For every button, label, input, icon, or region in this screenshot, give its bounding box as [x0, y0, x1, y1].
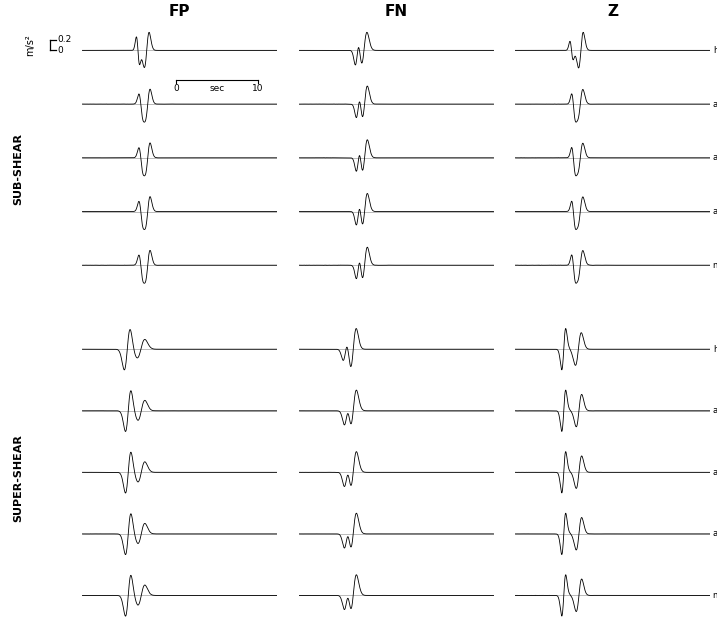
Text: a-500m σ-10% v-01: a-500m σ-10% v-01	[713, 153, 717, 162]
Text: SUPER-SHEAR: SUPER-SHEAR	[13, 435, 23, 523]
Text: 0.2: 0.2	[57, 35, 72, 44]
Text: a-50m σ-10% v-01: a-50m σ-10% v-01	[713, 530, 717, 539]
Text: FN: FN	[384, 4, 408, 19]
Text: a-50m σ-10% v-01: a-50m σ-10% v-01	[713, 207, 717, 216]
Text: m/s²: m/s²	[25, 34, 35, 56]
Text: multiscale σ-10%: multiscale σ-10%	[713, 591, 717, 600]
Text: multiscale σ-10%: multiscale σ-10%	[713, 261, 717, 270]
Text: FP: FP	[169, 4, 191, 19]
Text: a-5km σ-10% v-01: a-5km σ-10% v-01	[713, 406, 717, 415]
Text: sec: sec	[209, 84, 224, 93]
Text: homogeneous: homogeneous	[713, 345, 717, 354]
Text: SUB-SHEAR: SUB-SHEAR	[13, 132, 23, 205]
Text: 0: 0	[173, 84, 179, 93]
Text: 10: 10	[252, 84, 264, 93]
Text: Z: Z	[607, 4, 618, 19]
Text: a-5km σ-10% v-01: a-5km σ-10% v-01	[713, 100, 717, 108]
Text: a-500m σ-10% v-01: a-500m σ-10% v-01	[713, 468, 717, 477]
Text: 0: 0	[57, 46, 63, 55]
Text: homogeneous: homogeneous	[713, 46, 717, 55]
